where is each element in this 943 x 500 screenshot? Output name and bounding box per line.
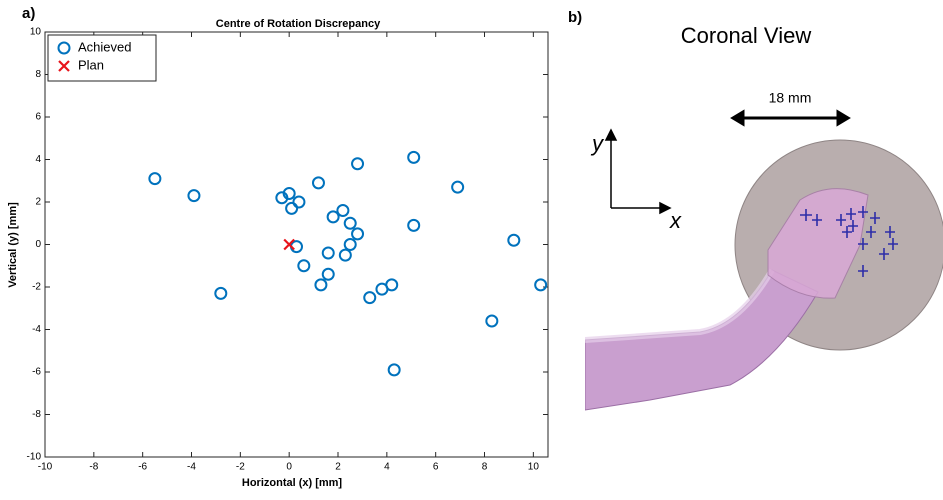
axis-glyph: x [669,208,682,233]
x-tick-label: 0 [286,462,292,473]
point [351,157,365,171]
x-tick-label: -6 [138,462,147,473]
legend-marker [58,60,70,72]
point [451,180,465,194]
point [311,176,325,190]
panel-label: a) [22,5,35,22]
legend-label: Achieved [78,39,131,54]
x-axis-label: Horizontal (x) [mm] [242,477,343,489]
point [485,314,499,328]
y-tick-label: -6 [32,367,41,378]
point [214,286,228,300]
y-tick-label: 6 [35,112,41,123]
point [282,187,296,200]
panel-title: Coronal View [681,23,812,48]
y-axis-label: Vertical (y) [mm] [7,202,19,288]
point [336,204,350,217]
x-tick-label: -2 [236,462,245,473]
point [343,216,357,230]
scale-label: 18 mm [769,90,812,106]
x-tick-label: -4 [187,462,196,473]
point [326,210,340,224]
point [314,278,328,292]
x-tick-label: 8 [482,462,488,473]
point [387,363,401,377]
point [507,233,521,247]
point [297,259,311,273]
point [283,238,295,251]
axis-glyph: y [590,131,605,156]
x-tick-label: 6 [433,462,439,473]
panel-label: b) [568,9,582,26]
point [343,238,357,251]
neck [767,188,869,299]
x-tick-label: 10 [528,462,540,473]
y-tick-label: 0 [35,239,41,250]
legend-marker [57,41,71,55]
x-tick-label: -8 [89,462,98,473]
y-tick-label: 10 [30,27,42,38]
y-tick-label: 4 [35,154,41,165]
x-tick-label: -10 [38,462,53,473]
point [363,291,377,305]
point [338,248,352,262]
point [148,172,162,186]
plot-area [44,31,549,458]
crosses [800,206,898,277]
point [407,150,421,164]
y-tick-label: -8 [32,409,41,420]
y-tick-label: 8 [35,69,41,80]
point [321,267,335,281]
y-tick-label: -10 [27,452,42,463]
point [351,227,365,241]
point [534,278,548,292]
point [385,278,399,292]
point [321,246,335,260]
illustration [585,109,943,411]
y-tick-label: -2 [32,282,41,293]
point [407,218,421,232]
point [187,189,201,203]
x-tick-label: 2 [335,462,341,473]
x-tick-label: 4 [384,462,390,473]
point [285,201,299,215]
point [292,195,306,209]
y-tick-label: 2 [35,197,41,208]
chart-title: Centre of Rotation Discrepancy [216,18,381,30]
y-tick-label: -4 [32,324,41,335]
legend-label: Plan [78,57,104,72]
